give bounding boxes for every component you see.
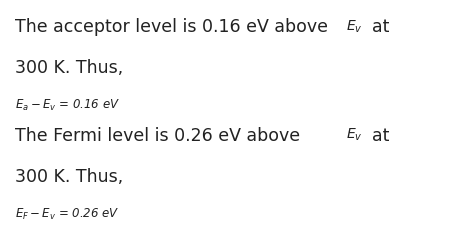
Text: The Fermi level is 0.26 eV above: The Fermi level is 0.26 eV above — [15, 127, 299, 145]
Text: $E_a - E_v$ = 0.16 eV: $E_a - E_v$ = 0.16 eV — [15, 98, 120, 113]
Text: $E_v$: $E_v$ — [345, 127, 362, 143]
Text: at: at — [371, 18, 388, 36]
Text: The acceptor level is 0.16 eV above: The acceptor level is 0.16 eV above — [15, 18, 327, 36]
Text: $E_v$: $E_v$ — [345, 18, 362, 35]
Text: 300 K. Thus,: 300 K. Thus, — [15, 59, 123, 77]
Text: 300 K. Thus,: 300 K. Thus, — [15, 168, 123, 186]
Text: at: at — [371, 127, 388, 145]
Text: $E_F - E_v$ = 0.26 eV: $E_F - E_v$ = 0.26 eV — [15, 206, 119, 222]
